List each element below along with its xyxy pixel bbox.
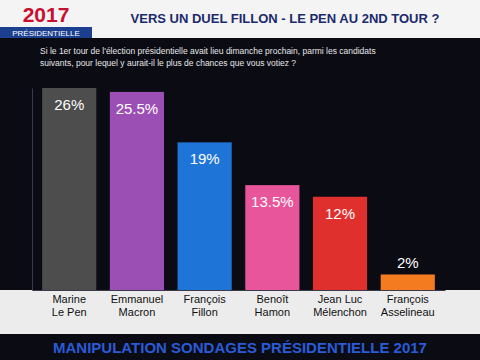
x-tick: BenoîtHamon bbox=[255, 293, 290, 318]
data-label: 26% bbox=[54, 96, 84, 113]
bar bbox=[42, 88, 96, 290]
data-labels: 26% 25.5% 19% 13.5% 12% 2% bbox=[54, 96, 418, 271]
bars bbox=[42, 88, 435, 290]
bar bbox=[110, 92, 164, 290]
logo-band bbox=[0, 27, 92, 38]
data-label: 2% bbox=[397, 254, 419, 271]
x-tick-label: BenoîtHamon bbox=[255, 293, 290, 318]
data-label: 13.5% bbox=[251, 193, 294, 210]
caption: MANIPULATION SONDAGES PRÉSIDENTIELLE 201… bbox=[53, 339, 427, 356]
header-band bbox=[0, 0, 480, 38]
x-tick: EmmanuelMacron bbox=[111, 293, 164, 318]
data-label: 25.5% bbox=[116, 100, 159, 117]
title: VERS UN DUEL FILLON - LE PEN AU 2ND TOUR… bbox=[131, 11, 440, 26]
data-label: 12% bbox=[325, 205, 355, 222]
subtitle: Si le 1er tour de l'élection présidentie… bbox=[40, 46, 376, 68]
data-label: 19% bbox=[190, 150, 220, 167]
x-tick: FrançoisFillon bbox=[184, 293, 227, 318]
x-tick-label: MarineLe Pen bbox=[52, 293, 87, 318]
bar bbox=[178, 142, 232, 290]
bar bbox=[381, 274, 435, 290]
x-tick-label: FrançoisAsselineau bbox=[381, 293, 435, 318]
y-axis bbox=[32, 89, 33, 291]
bar bbox=[313, 197, 367, 290]
x-tick: Jean LucMélenchon bbox=[313, 293, 367, 318]
bar bbox=[245, 185, 299, 290]
y-axis-line bbox=[32, 89, 33, 291]
x-tick: FrançoisAsselineau bbox=[381, 293, 435, 318]
logo-label: PRÉSIDENTIELLE bbox=[12, 29, 80, 38]
x-axis: MarineLe Pen EmmanuelMacron FrançoisFillon… bbox=[33, 291, 446, 319]
name-band bbox=[0, 290, 480, 334]
x-tick-label: EmmanuelMacron bbox=[111, 293, 164, 318]
logo-year: 2017 bbox=[23, 3, 70, 26]
x-tick-label: Jean LucMélenchon bbox=[313, 293, 367, 318]
x-axis-line bbox=[33, 290, 446, 291]
background bbox=[0, 0, 480, 360]
x-tick-label: FrançoisFillon bbox=[184, 293, 227, 318]
chart: 2017 PRÉSIDENTIELLE VERS UN DUEL FILLON - … bbox=[0, 0, 480, 360]
x-tick: MarineLe Pen bbox=[52, 293, 87, 318]
